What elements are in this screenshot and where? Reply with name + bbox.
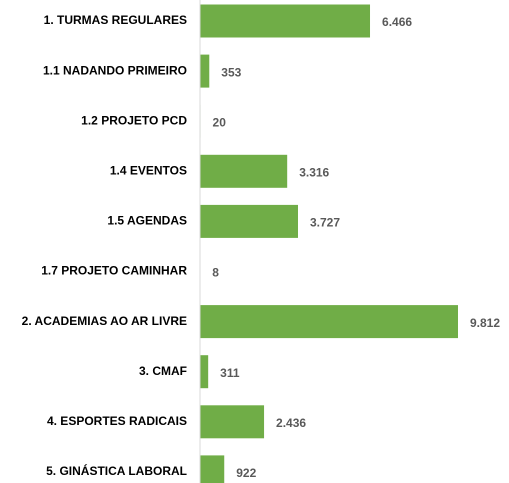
bar: [200, 4, 371, 38]
value-label: 8: [212, 266, 219, 280]
value-label: 20: [213, 115, 227, 129]
bar: [200, 154, 288, 188]
bar: [200, 455, 225, 483]
value-label: 353: [221, 65, 241, 79]
value-label: 3.316: [299, 165, 329, 179]
category-label: 4. ESPORTES RADICAIS: [47, 414, 187, 428]
value-label: 311: [220, 366, 240, 380]
value-label: 2.436: [276, 416, 306, 430]
value-label: 922: [236, 466, 256, 480]
category-label: 1.2 PROJETO PCD: [81, 113, 187, 127]
category-label: 1. TURMAS REGULARES: [44, 13, 187, 27]
category-label: 3. CMAF: [139, 364, 187, 378]
value-label: 6.466: [382, 15, 412, 29]
value-label: 9.812: [470, 316, 500, 330]
category-label: 5. GINÁSTICA LABORAL: [46, 463, 187, 478]
bar: [200, 54, 210, 88]
category-label: 1.5 AGENDAS: [107, 214, 187, 228]
category-label: 2. ACADEMIAS AO AR LIVRE: [22, 314, 187, 328]
bar: [200, 204, 298, 238]
bar: [200, 355, 209, 389]
value-label: 3.727: [310, 216, 340, 230]
bar: [200, 405, 265, 439]
category-label: 1.7 PROJETO CAMINHAR: [41, 264, 187, 278]
category-label: 1.4 EVENTOS: [110, 163, 187, 177]
category-label: 1.1 NADANDO PRIMEIRO: [43, 63, 187, 77]
bar: [200, 305, 458, 339]
